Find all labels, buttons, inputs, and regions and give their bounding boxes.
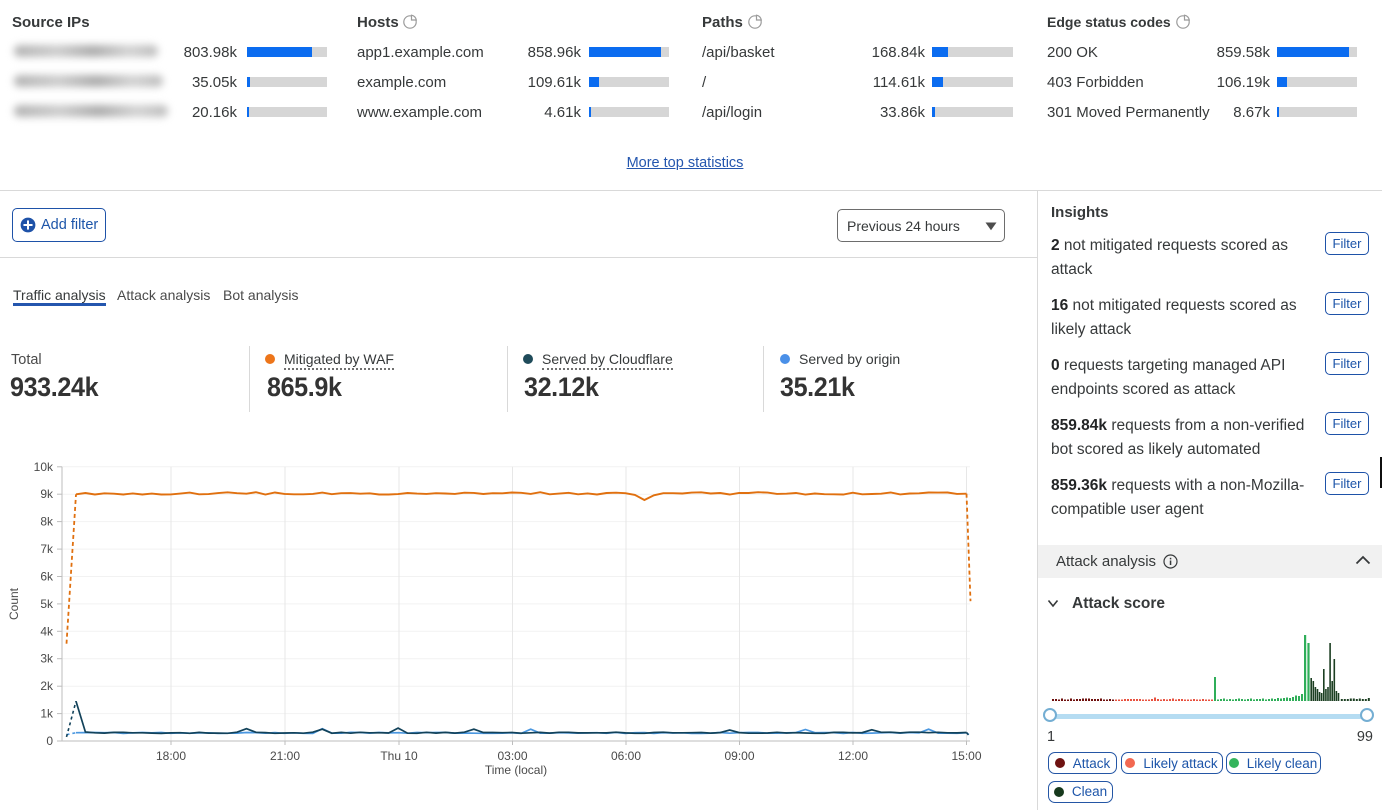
- svg-text:09:00: 09:00: [724, 749, 754, 763]
- svg-text:6k: 6k: [40, 570, 54, 584]
- svg-text:Count: Count: [7, 587, 21, 620]
- svg-text:8k: 8k: [40, 515, 54, 529]
- svg-text:5k: 5k: [40, 597, 54, 611]
- svg-text:2k: 2k: [40, 679, 54, 693]
- svg-text:06:00: 06:00: [611, 749, 641, 763]
- svg-text:9k: 9k: [40, 487, 54, 501]
- svg-text:0: 0: [46, 734, 53, 748]
- svg-text:Time (local): Time (local): [485, 763, 547, 777]
- svg-text:15:00: 15:00: [951, 749, 981, 763]
- svg-text:7k: 7k: [40, 542, 54, 556]
- svg-text:4k: 4k: [40, 624, 54, 638]
- svg-text:10k: 10k: [34, 460, 54, 474]
- svg-text:Thu 10: Thu 10: [380, 749, 418, 763]
- svg-text:12:00: 12:00: [838, 749, 868, 763]
- svg-text:03:00: 03:00: [497, 749, 527, 763]
- svg-text:18:00: 18:00: [156, 749, 186, 763]
- svg-text:21:00: 21:00: [270, 749, 300, 763]
- svg-text:3k: 3k: [40, 652, 54, 666]
- svg-text:1k: 1k: [40, 707, 54, 721]
